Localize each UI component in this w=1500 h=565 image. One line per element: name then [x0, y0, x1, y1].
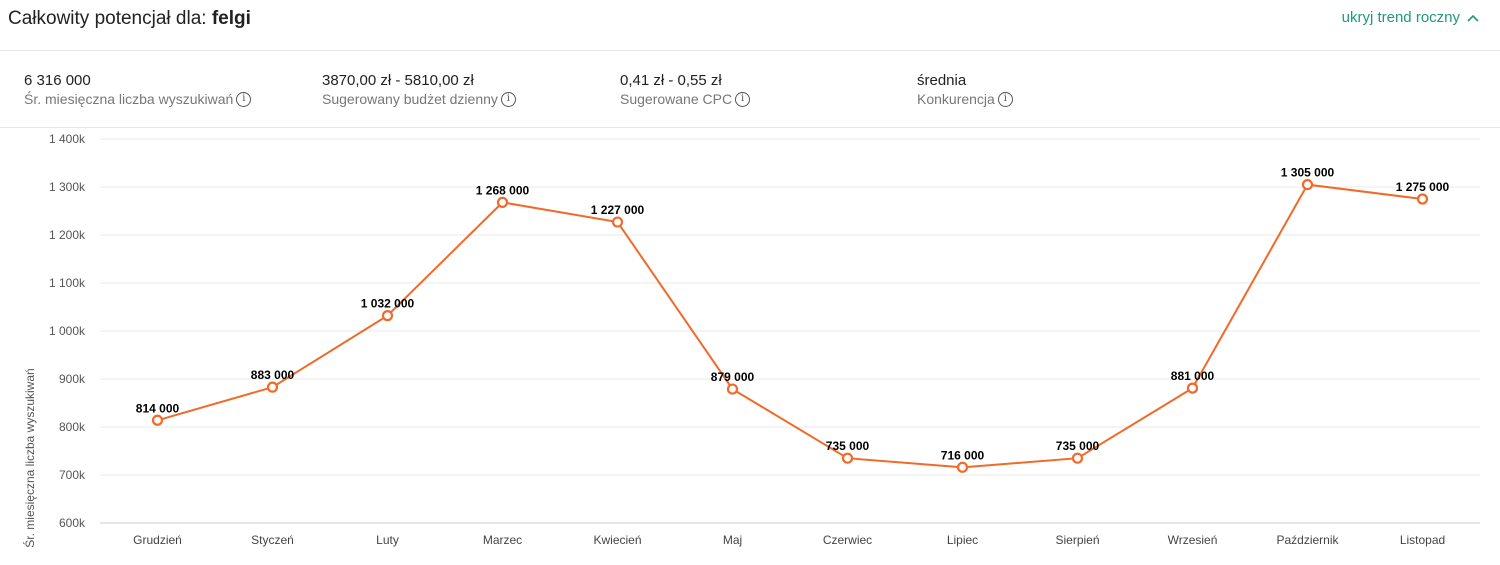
data-points — [151, 178, 1429, 473]
x-tick-label: Luty — [376, 533, 399, 547]
y-tick-label: 700k — [59, 468, 86, 482]
stat-avg-searches: 6 316 000 Śr. miesięczna liczba wyszukiw… — [24, 72, 252, 108]
info-icon[interactable]: i — [500, 91, 516, 107]
data-label: 883 000 — [251, 368, 295, 382]
stat-value: średnia — [917, 72, 967, 89]
data-label: 814 000 — [136, 401, 180, 415]
data-label: 879 000 — [711, 370, 755, 384]
line-chart: Śr. miesięczna liczba wyszukiwań 600k 700… — [22, 132, 1480, 548]
x-tick-label: Marzec — [483, 533, 522, 547]
trend-toggle-label: ukryj trend roczny — [1341, 9, 1460, 26]
y-tick-label: 900k — [59, 372, 86, 386]
data-label: 1 268 000 — [476, 183, 530, 197]
series-line — [157, 183, 1423, 469]
data-label: 1 275 000 — [1396, 180, 1450, 194]
y-tick-label: 600k — [59, 516, 86, 530]
y-ticks: 600k 700k 800k 900k 1 000k 1 100k 1 200k 1 300k… — [49, 132, 86, 530]
x-tick-label: Wrzesień — [1168, 533, 1218, 547]
stat-daily-budget: 3870,00 zł - 5810,00 zł Sugerowany budże… — [322, 72, 516, 108]
stat-value: 3870,00 zł - 5810,00 zł — [322, 72, 474, 89]
x-tick-label: Lipiec — [947, 533, 978, 547]
data-point — [496, 196, 509, 208]
data-point — [266, 381, 279, 393]
data-label: 716 000 — [941, 448, 985, 462]
stat-label: Konkurencja — [917, 91, 995, 107]
data-label: 735 000 — [1056, 439, 1100, 453]
header: Całkowity potencjał dla: felgi ukryj tre… — [0, 0, 1500, 51]
data-label: 881 000 — [1171, 369, 1215, 383]
info-icon[interactable]: i — [997, 91, 1013, 107]
data-point — [956, 461, 969, 473]
stat-label: Sugerowany budżet dzienny — [322, 91, 498, 107]
info-icon[interactable]: i — [735, 91, 751, 107]
x-ticks: Grudzień Styczeń Luty Marzec Kwiecień Maj Czer… — [133, 533, 1445, 547]
stat-value: 0,41 zł - 0,55 zł — [620, 72, 722, 89]
stat-label: Śr. miesięczna liczba wyszukiwań — [24, 91, 234, 107]
x-tick-label: Październik — [1276, 533, 1339, 547]
x-tick-label: Czerwiec — [823, 533, 872, 547]
y-axis-label: Śr. miesięczna liczba wyszukiwań — [22, 368, 37, 547]
y-tick-label: 1 200k — [49, 228, 86, 242]
y-tick-label: 1 000k — [49, 324, 86, 338]
data-point — [1416, 193, 1429, 205]
stat-competition: średnia Konkurencja i — [917, 72, 1013, 108]
x-tick-label: Sierpień — [1055, 533, 1099, 547]
info-icon[interactable]: i — [236, 91, 252, 107]
data-point — [841, 452, 854, 464]
data-labels: 814 000 883 000 1 032 000 1 268 000 1 227 00… — [136, 166, 1450, 463]
x-tick-label: Maj — [723, 533, 742, 547]
data-point — [611, 216, 624, 228]
y-tick-label: 800k — [59, 420, 86, 434]
stats-bar: 6 316 000 Śr. miesięczna liczba wyszukiw… — [0, 51, 1500, 128]
data-label: 1 032 000 — [361, 297, 415, 311]
page-title: Całkowity potencjał dla: felgi — [8, 8, 251, 30]
data-point — [1301, 178, 1314, 191]
x-tick-label: Styczeń — [251, 533, 294, 547]
data-point — [151, 414, 164, 426]
stat-value: 6 316 000 — [24, 72, 91, 89]
title-prefix: Całkowity potencjał dla: — [8, 8, 207, 29]
data-point — [1186, 382, 1199, 394]
x-tick-label: Kwiecień — [593, 533, 641, 547]
stat-cpc: 0,41 zł - 0,55 zł Sugerowane CPC i — [620, 72, 751, 108]
data-point — [726, 383, 739, 395]
stat-label: Sugerowane CPC — [620, 91, 733, 107]
keyword: felgi — [211, 8, 251, 29]
grid — [100, 138, 1480, 524]
hide-trend-toggle[interactable]: ukryj trend roczny — [1342, 9, 1480, 26]
x-tick-label: Listopad — [1400, 533, 1445, 547]
y-tick-label: 1 100k — [49, 276, 86, 290]
data-label: 735 000 — [826, 439, 870, 453]
chevron-up-icon — [1467, 14, 1479, 22]
data-label: 1 227 000 — [591, 203, 645, 217]
y-tick-label: 1 400k — [49, 132, 86, 146]
data-point — [381, 310, 394, 322]
data-point — [1071, 452, 1084, 464]
data-label: 1 305 000 — [1281, 166, 1335, 180]
x-tick-label: Grudzień — [133, 533, 182, 547]
y-tick-label: 1 300k — [49, 180, 86, 194]
